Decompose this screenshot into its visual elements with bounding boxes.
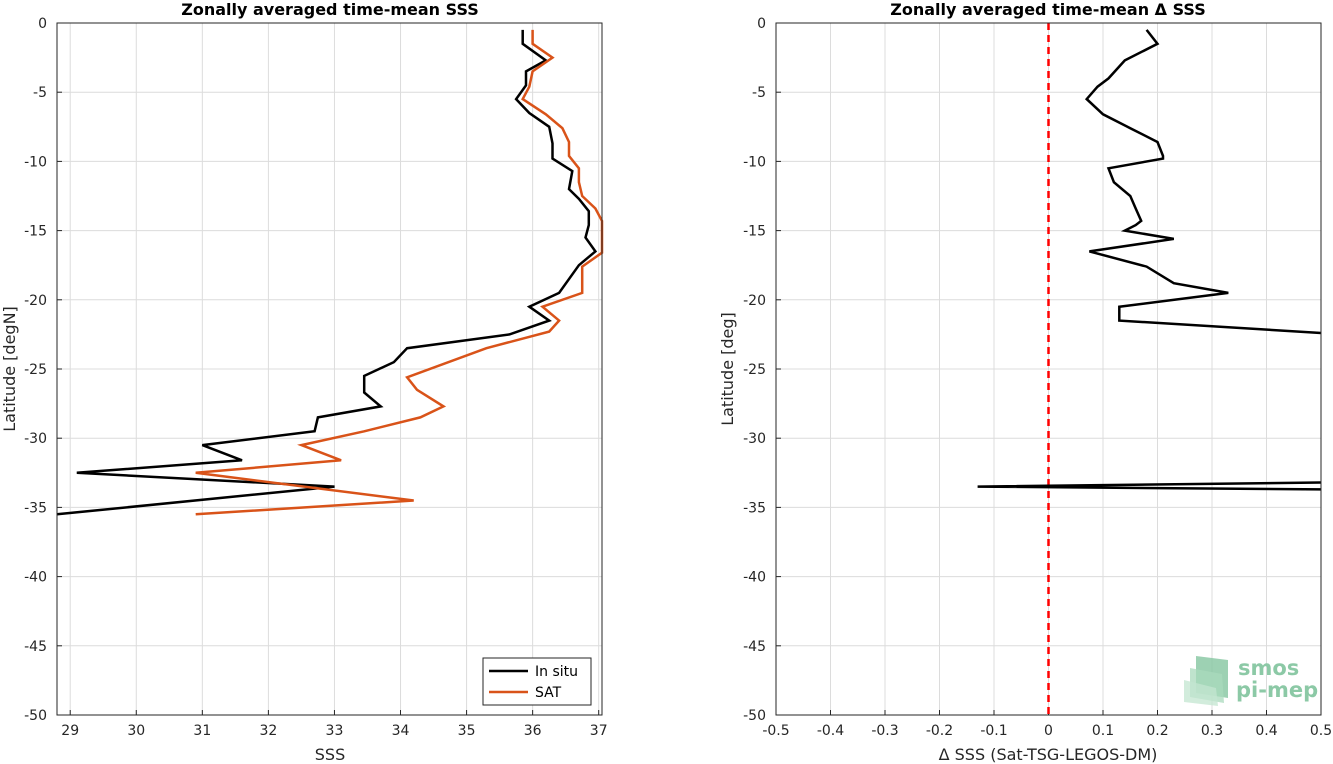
y-tick-label: -45 [24, 639, 47, 655]
x-tick-label: -0.5 [762, 723, 789, 739]
x-tick-label: 0 [1044, 723, 1053, 739]
y-tick-label: -20 [743, 293, 766, 309]
y-tick-label: -10 [743, 154, 766, 170]
y-tick-label: -40 [743, 570, 766, 586]
x-tick-label: 0.2 [1146, 723, 1168, 739]
logo-text-pi-mep: pi-mep [1236, 678, 1318, 702]
axes-box-delta-sss [775, 22, 1322, 716]
y-tick-label: 0 [38, 16, 47, 32]
chart-title-delta-sss: Zonally averaged time-mean Δ SSS [890, 0, 1206, 19]
y-tick-label: -50 [743, 708, 766, 724]
x-tick-label: 37 [590, 723, 608, 739]
x-tick-label: 30 [127, 723, 145, 739]
x-tick-label: -0.4 [817, 723, 844, 739]
y-axis-label-delta-sss: Latitude [deg] [718, 312, 737, 426]
ticks-sss: 29 30 31 32 33 34 35 36 37 0 -5 -10 -15 -20 -25 -30 -35 -… [24, 16, 607, 739]
y-tick-label: -15 [24, 224, 47, 240]
y-axis-label-sss: Latitude [degN] [0, 306, 19, 432]
panel-delta-sss: -0.5 -0.4 -0.3 -0.2 -0.1 0 0.1 0.2 0.3 0.4 0.5 0 -5 -… [718, 0, 1332, 764]
x-tick-label: 0.4 [1255, 723, 1277, 739]
y-tick-label: -25 [24, 362, 47, 378]
y-tick-label: -5 [752, 85, 766, 101]
y-tick-label: 0 [757, 16, 766, 32]
y-tick-label: -40 [24, 570, 47, 586]
y-tick-label: -30 [743, 431, 766, 447]
y-tick-label: -30 [24, 431, 47, 447]
panel-sss: 29 30 31 32 33 34 35 36 37 0 -5 -10 -15 -20 -25 -30 -35 -… [0, 0, 608, 764]
x-tick-label: 0.5 [1310, 723, 1332, 739]
logo-text-smos: smos [1238, 656, 1299, 680]
x-tick-label: 33 [326, 723, 344, 739]
x-tick-label: 34 [392, 723, 410, 739]
x-tick-label: 36 [524, 723, 542, 739]
x-tick-label: 32 [259, 723, 277, 739]
x-tick-label: -0.1 [980, 723, 1007, 739]
x-tick-label: 29 [61, 723, 79, 739]
series-line-sss-in-situ [56, 29, 598, 516]
legend: In situ SAT [482, 657, 592, 706]
grid-delta-sss [775, 22, 1322, 716]
ticks-delta-sss: -0.5 -0.4 -0.3 -0.2 -0.1 0 0.1 0.2 0.3 0.4 0.5 0 -5 -… [743, 16, 1332, 739]
y-tick-label: -35 [743, 500, 766, 516]
x-axis-label-delta-sss: Δ SSS (Sat-TSG-LEGOS-DM) [939, 745, 1158, 764]
y-tick-label: -50 [24, 708, 47, 724]
x-tick-label: 0.3 [1201, 723, 1223, 739]
axes-box-sss [56, 22, 603, 716]
x-tick-label: 31 [193, 723, 211, 739]
y-tick-label: -10 [24, 154, 47, 170]
legend-label-sat: SAT [535, 685, 562, 701]
legend-box [482, 657, 592, 706]
x-tick-label: 35 [458, 723, 476, 739]
x-axis-label-sss: SSS [315, 745, 345, 764]
y-tick-label: -45 [743, 639, 766, 655]
y-tick-label: -20 [24, 293, 47, 309]
grid-sss [57, 22, 602, 716]
legend-label-in-situ: In situ [535, 664, 578, 680]
x-tick-label: 0.1 [1092, 723, 1114, 739]
x-tick-label: -0.2 [926, 723, 953, 739]
y-tick-label: -35 [24, 500, 47, 516]
series-line-delta-sss-segment-2 [977, 481, 1322, 491]
series-line-delta-sss-segment-1 [1084, 29, 1322, 335]
y-tick-label: -25 [743, 362, 766, 378]
lines-delta-sss [977, 29, 1322, 491]
smos-pi-mep-logo: smos pi-mep [1184, 656, 1318, 706]
y-tick-label: -15 [743, 224, 766, 240]
chart-title-sss: Zonally averaged time-mean SSS [181, 0, 479, 19]
x-tick-label: -0.3 [871, 723, 898, 739]
logo-mark-icon [1184, 656, 1228, 706]
y-tick-label: -5 [33, 85, 47, 101]
